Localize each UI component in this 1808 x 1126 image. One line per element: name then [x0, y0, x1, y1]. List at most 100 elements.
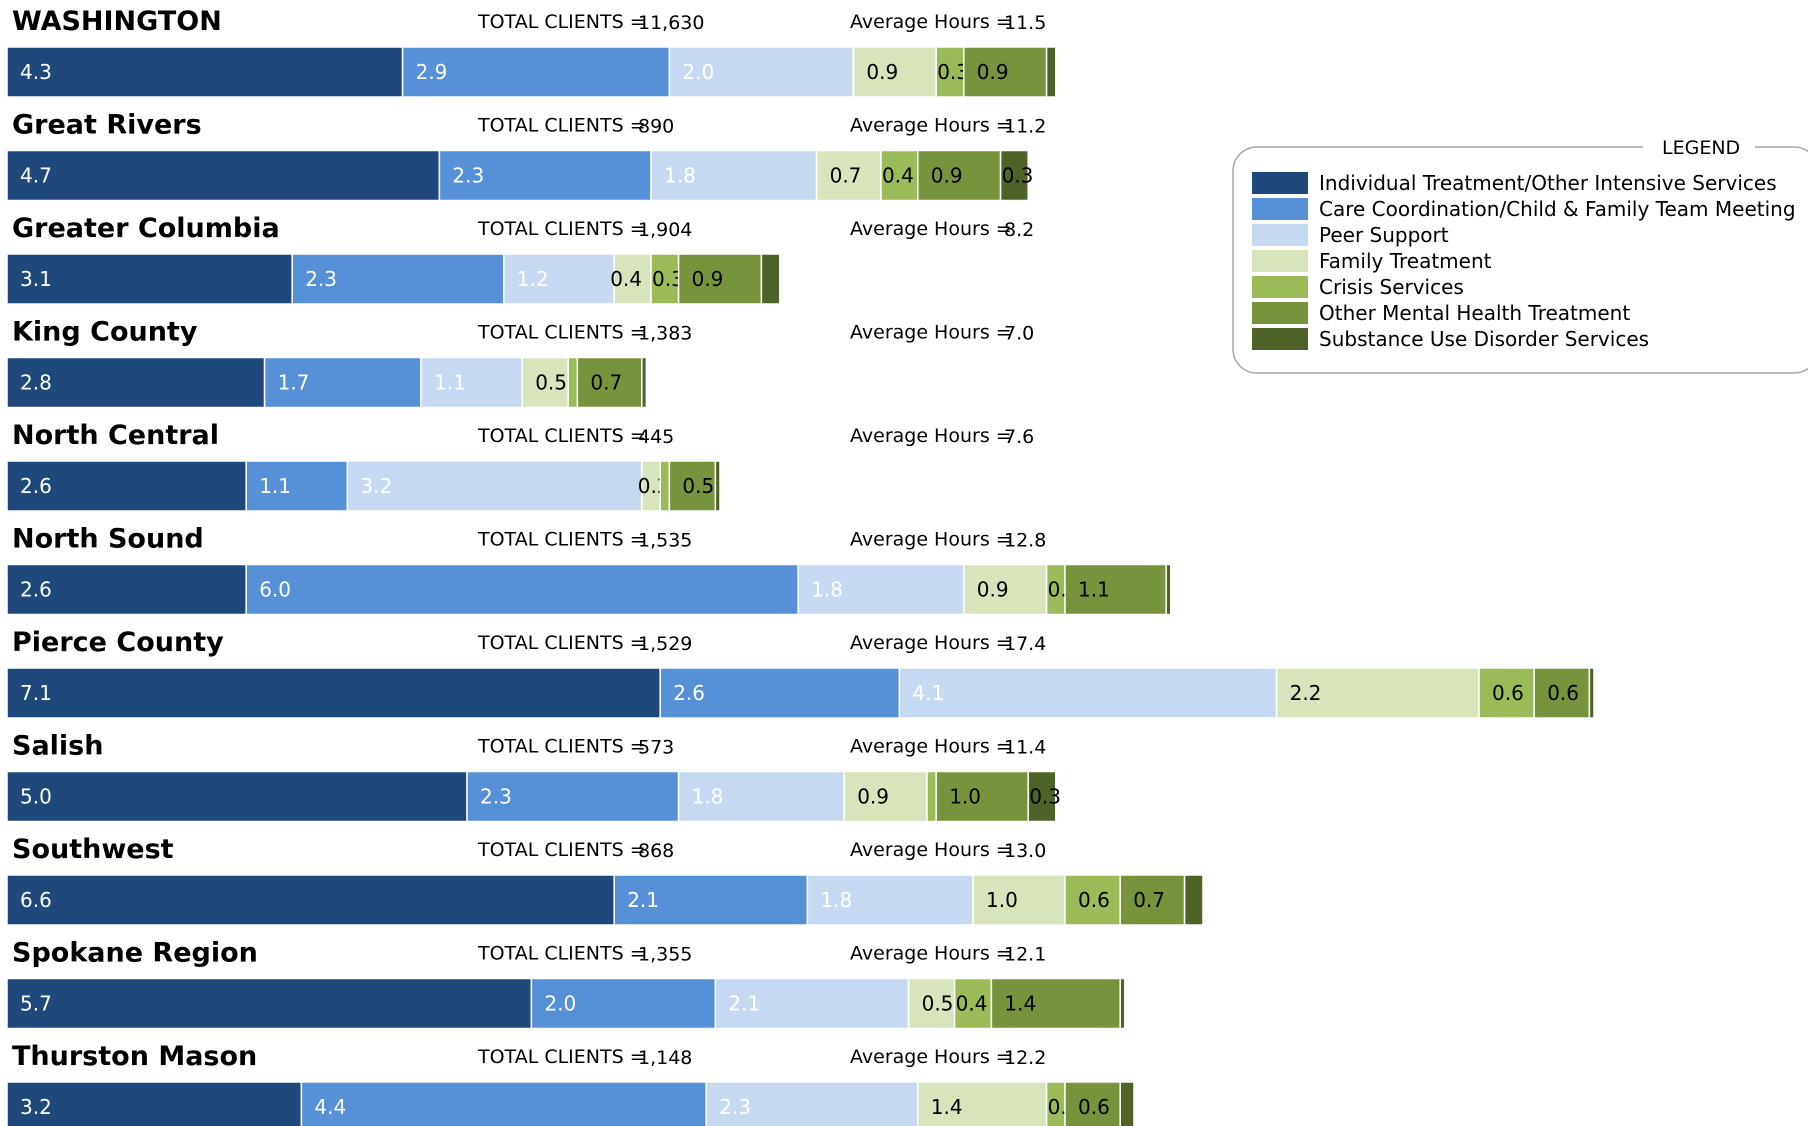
bar-segment — [677, 253, 763, 305]
average-hours-value: 12.2 — [1004, 1047, 1046, 1069]
legend-title: LEGEND — [1662, 137, 1740, 159]
data-label: 4.3 — [20, 60, 52, 84]
data-label: 0.3 — [1029, 785, 1061, 809]
bar-segment — [1119, 977, 1126, 1030]
bar-segment — [1183, 874, 1204, 926]
average-hours-value: 13.0 — [1004, 840, 1046, 862]
bar-segment — [1165, 563, 1172, 616]
average-hours-label: Average Hours = — [850, 218, 1012, 240]
bar-segment — [650, 149, 818, 202]
data-label: 2.1 — [728, 992, 760, 1016]
data-label: 0.9 — [931, 164, 963, 188]
total-clients-label: TOTAL CLIENTS = — [477, 529, 646, 551]
bar-segment — [1533, 667, 1591, 719]
bar-segment — [6, 46, 404, 98]
region-1: Great Rivers TOTAL CLIENTS =890 Average Ho… — [6, 110, 1046, 202]
data-label: 1.7 — [278, 371, 310, 395]
bar-segment — [797, 563, 965, 616]
bar-segment — [613, 874, 809, 926]
bar-segment — [1478, 667, 1535, 719]
legend-entry: Substance Use Disorder Services — [1319, 327, 1649, 351]
average-hours-value: 11.4 — [1004, 737, 1046, 759]
bar-segment — [843, 770, 928, 823]
data-label: 2.2 — [1290, 681, 1322, 705]
region-4: North Central TOTAL CLIENTS =445 Average H… — [6, 420, 1034, 512]
data-label: 6.6 — [20, 888, 52, 912]
legend-entry: Individual Treatment/Other Intensive Ser… — [1319, 171, 1777, 195]
region-name: WASHINGTON — [12, 6, 222, 37]
region-5: North Sound TOTAL CLIENTS =1,535 Average H… — [6, 524, 1172, 616]
data-label: 2.3 — [305, 267, 337, 291]
average-hours-value: 11.2 — [1004, 116, 1046, 138]
data-label: 2.8 — [20, 371, 52, 395]
region-name: Pierce County — [12, 627, 224, 658]
bar-segment — [6, 770, 468, 823]
bar-segment — [1064, 1081, 1121, 1126]
data-label: 0.9 — [977, 60, 1009, 84]
average-hours-value: 7.6 — [1004, 426, 1034, 448]
bar-segment — [999, 149, 1029, 202]
region-name: Greater Columbia — [12, 213, 280, 244]
bar-segment — [806, 874, 974, 926]
data-label: 5.0 — [20, 785, 52, 809]
total-clients-label: TOTAL CLIENTS = — [477, 322, 646, 344]
data-label: 4.4 — [314, 1095, 346, 1119]
bar-segment — [1275, 667, 1480, 719]
legend: LEGEND Individual Treatment/Other Intensi… — [1232, 137, 1808, 374]
data-label: 4.1 — [912, 681, 944, 705]
region-name: Spokane Region — [12, 938, 258, 969]
data-label: 1.1 — [259, 474, 291, 498]
data-label: 0.6 — [1492, 681, 1524, 705]
total-clients-label: TOTAL CLIENTS = — [477, 11, 646, 33]
region-8: Southwest TOTAL CLIENTS =868 Average Hours… — [6, 834, 1204, 926]
bar-segment — [401, 46, 671, 98]
data-label: 0.6 — [1078, 888, 1110, 912]
data-label: 1.2 — [517, 267, 549, 291]
bar-segment — [659, 460, 671, 512]
total-clients-value: 1,383 — [638, 323, 692, 345]
data-label: 0.6 — [1078, 1095, 1110, 1119]
bar-segment — [677, 770, 845, 823]
total-clients-label: TOTAL CLIENTS = — [477, 425, 646, 447]
average-hours-value: 7.0 — [1004, 323, 1034, 345]
data-label: 1.8 — [820, 888, 852, 912]
total-clients-label: TOTAL CLIENTS = — [477, 1046, 646, 1068]
bar-segment — [576, 356, 643, 409]
average-hours-label: Average Hours = — [850, 11, 1012, 33]
average-hours-value: 8.2 — [1004, 219, 1034, 241]
total-clients-label: TOTAL CLIENTS = — [477, 736, 646, 758]
data-label: 0.3 — [1002, 164, 1034, 188]
total-clients-value: 573 — [638, 737, 674, 759]
total-clients-value: 890 — [638, 116, 674, 138]
total-clients-label: TOTAL CLIENTS = — [477, 632, 646, 654]
region-name: Thurston Mason — [12, 1041, 257, 1072]
region-name: North Central — [12, 420, 219, 451]
bar-segment — [1027, 770, 1057, 823]
bar-segment — [760, 253, 781, 305]
bar-segment — [1588, 667, 1595, 719]
legend-swatch — [1252, 172, 1308, 194]
legend-swatch — [1252, 302, 1308, 324]
average-hours-value: 11.5 — [1004, 12, 1046, 34]
bar-segment — [567, 356, 579, 409]
total-clients-value: 11,630 — [638, 12, 704, 34]
bar-segment — [245, 563, 799, 616]
data-label: 3.2 — [20, 1095, 52, 1119]
bar-segment — [668, 46, 855, 98]
bar-segment — [291, 253, 505, 305]
bar-segment — [926, 770, 937, 823]
region-name: Southwest — [12, 834, 174, 865]
bar-segment — [6, 253, 293, 305]
legend-swatch — [1252, 276, 1308, 298]
data-label: 4.7 — [20, 164, 52, 188]
bar-segment — [245, 460, 349, 512]
data-label: 6.0 — [259, 578, 291, 602]
bar-segment — [521, 356, 569, 409]
bar-segment — [852, 46, 937, 98]
total-clients-value: 1,148 — [638, 1047, 692, 1069]
regions-group: WASHINGTON TOTAL CLIENTS =11,630 Average H… — [6, 6, 1595, 1126]
region-name: Salish — [12, 731, 103, 762]
legend-swatch — [1252, 328, 1308, 350]
total-clients-label: TOTAL CLIENTS = — [477, 218, 646, 240]
data-label: 0.5 — [922, 992, 954, 1016]
